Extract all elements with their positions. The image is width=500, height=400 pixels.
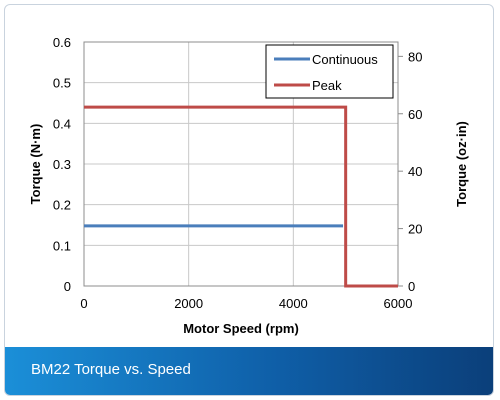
chart: 0 0.1 0.2 0.3 0.4 0.5 0.6 0 2000 4000 6000 0 20 40 60 8… bbox=[28, 35, 469, 336]
y2-tick-label: 0 bbox=[408, 279, 415, 294]
caption-bar: BM22 Torque vs. Speed bbox=[5, 347, 493, 395]
x-axis-label: Motor Speed (rpm) bbox=[183, 321, 299, 336]
y-tick-label: 0 bbox=[64, 279, 71, 294]
y-tick-label: 0.5 bbox=[53, 76, 71, 91]
y2-tick-label: 60 bbox=[408, 107, 422, 122]
y-tick-label: 0.2 bbox=[53, 198, 71, 213]
legend-label: Continuous bbox=[312, 52, 378, 67]
chart-card: 0 0.1 0.2 0.3 0.4 0.5 0.6 0 2000 4000 6000 0 20 40 60 8… bbox=[4, 4, 494, 396]
y2-axis-label: Torque (oz·in) bbox=[454, 121, 469, 207]
y2-tick-label: 20 bbox=[408, 222, 422, 237]
legend-label: Peak bbox=[312, 78, 342, 93]
x-tick-label: 2000 bbox=[174, 296, 203, 311]
y-axis-label: Torque (N·m) bbox=[28, 124, 43, 205]
chart-caption: BM22 Torque vs. Speed bbox=[31, 361, 191, 378]
series-lines bbox=[84, 105, 398, 288]
series-line-peak bbox=[84, 105, 398, 288]
tick-labels: 0 0.1 0.2 0.3 0.4 0.5 0.6 0 2000 4000 6000 0 20 40 60 8… bbox=[53, 35, 423, 311]
y2-tick-label: 40 bbox=[408, 164, 422, 179]
y-tick-label: 0.6 bbox=[53, 35, 71, 50]
legend: Continuous Peak bbox=[265, 44, 394, 99]
y-tick-label: 0.3 bbox=[53, 157, 71, 172]
y-tick-label: 0.1 bbox=[53, 238, 71, 253]
x-tick-label: 6000 bbox=[384, 296, 413, 311]
x-tick-label: 4000 bbox=[279, 296, 308, 311]
legend-box bbox=[265, 44, 394, 99]
y-tick-label: 0.4 bbox=[53, 116, 71, 131]
plot-area bbox=[83, 41, 399, 287]
x-tick-label: 0 bbox=[80, 296, 87, 311]
y2-tick-label: 80 bbox=[408, 49, 422, 64]
